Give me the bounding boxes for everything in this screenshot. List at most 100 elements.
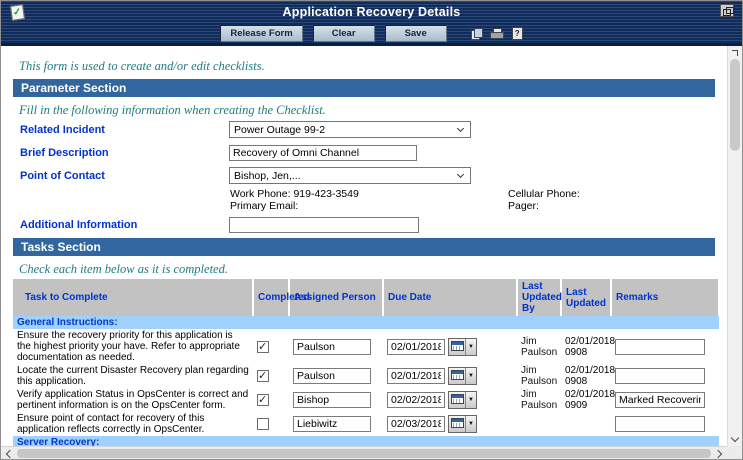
last-updated-by-cell: Jim Paulson — [521, 335, 558, 358]
brief-description-input[interactable] — [229, 145, 417, 161]
vertical-scrollbar-thumb[interactable] — [730, 59, 740, 151]
completed-checkbox[interactable] — [257, 393, 269, 406]
remarks-cell — [611, 388, 719, 412]
task-group-label: General Instructions: — [13, 316, 719, 329]
calendar-picker-button[interactable]: ▼ — [448, 367, 477, 385]
calendar-dropdown-arrow-icon: ▼ — [465, 416, 476, 432]
scroll-up-icon[interactable] — [732, 50, 738, 56]
help-icon[interactable]: ? — [511, 26, 523, 40]
brief-description-row: Brief Description — [13, 145, 727, 161]
scroll-right-icon[interactable] — [713, 449, 723, 459]
point-of-contact-select[interactable]: Bishop, Jen,... — [229, 167, 471, 184]
assigned-person-input[interactable] — [293, 392, 371, 408]
calendar-picker-button[interactable]: ▼ — [448, 415, 477, 433]
calendar-dropdown-arrow-icon: ▼ — [465, 392, 476, 408]
completed-checkbox[interactable] — [257, 369, 269, 382]
release-form-button[interactable]: Release Form — [220, 24, 303, 42]
assigned-person-input[interactable] — [293, 338, 371, 355]
related-incident-select[interactable]: Power Outage 99-2 — [229, 121, 471, 138]
task-description-cell: Verify application Status in OpsCenter i… — [17, 389, 249, 411]
print-icon[interactable] — [489, 28, 504, 39]
assigned-person-input[interactable] — [293, 416, 371, 432]
completed-checkbox[interactable] — [257, 340, 269, 353]
intro-note: This form is used to create and/or edit … — [19, 59, 265, 73]
due-date-input[interactable] — [387, 416, 445, 432]
restore-window-icon[interactable] — [720, 4, 734, 17]
contact-details: Work Phone: 919-423-3549 Primary Email: … — [230, 188, 727, 212]
remarks-cell — [611, 364, 719, 388]
due-date-cell: ▼ — [383, 388, 517, 412]
calendar-picker-button[interactable]: ▼ — [448, 391, 477, 409]
last-updated-cell — [561, 412, 611, 436]
remarks-cell — [611, 412, 719, 436]
completed-cell — [253, 388, 289, 412]
point-of-contact-value: Bishop, Jen,... — [234, 169, 301, 182]
task-group-row: General Instructions: — [13, 316, 719, 329]
remarks-input[interactable] — [615, 368, 705, 384]
header-assigned-person: Assigned Person — [289, 279, 384, 316]
last-updated-cell: 02/01/2018 0908 — [561, 329, 616, 364]
assigned-person-cell — [289, 329, 383, 364]
assigned-person-input[interactable] — [293, 368, 371, 384]
vertical-scrollbar[interactable] — [727, 46, 742, 446]
toolbar: Release Form Clear Save ? — [1, 23, 742, 43]
last-updated-date: 02/01/2018 — [565, 389, 616, 400]
parameter-section-note: Fill in the following information when c… — [19, 103, 326, 117]
scroll-down-icon[interactable] — [730, 433, 740, 443]
copy-icon[interactable] — [470, 27, 483, 40]
scrollbar-corner — [727, 446, 742, 459]
remarks-cell — [611, 329, 719, 364]
work-phone-value: 919-423-3549 — [293, 188, 359, 200]
remarks-input[interactable] — [615, 416, 705, 432]
tasks-section-header: Tasks Section — [13, 238, 715, 256]
tasks-table-header-row: Task to Complete Completed Assigned Pers… — [13, 279, 720, 316]
remarks-input[interactable] — [615, 392, 705, 408]
tasks-table-body: General Instructions: Ensure the recovery… — [13, 316, 719, 446]
chevron-down-icon — [456, 124, 465, 133]
completed-checkbox[interactable] — [257, 418, 269, 430]
related-incident-label: Related Incident — [20, 123, 105, 136]
completed-cell — [253, 329, 289, 364]
clear-button[interactable]: Clear — [312, 24, 375, 42]
horizontal-scrollbar-thumb[interactable] — [17, 449, 711, 458]
parameter-section-header: Parameter Section — [13, 79, 715, 97]
task-description-cell: Locate the current Disaster Recovery pla… — [17, 365, 249, 387]
completed-cell — [253, 412, 289, 436]
last-updated-time: 0908 — [565, 376, 588, 387]
due-date-input[interactable] — [387, 392, 445, 408]
scroll-left-icon[interactable] — [5, 449, 15, 459]
calendar-picker-button[interactable]: ▼ — [448, 337, 477, 356]
header-task-to-complete: Task to Complete — [13, 279, 254, 316]
task-group-row: Server Recovery: — [13, 436, 719, 446]
calendar-icon — [451, 418, 464, 428]
task-group-label: Server Recovery: — [13, 436, 719, 446]
additional-information-input[interactable] — [229, 217, 419, 233]
task-row: Verify application Status in OpsCenter i… — [13, 388, 719, 412]
last-updated-by-cell: Jim Paulson — [521, 365, 558, 387]
calendar-icon — [451, 370, 464, 380]
chevron-down-icon — [456, 170, 465, 179]
last-updated-time: 0908 — [565, 346, 588, 358]
calendar-icon — [451, 394, 464, 404]
related-incident-value: Power Outage 99-2 — [234, 123, 326, 136]
last-updated-by-cell — [517, 412, 561, 436]
brief-description-label: Brief Description — [20, 147, 109, 159]
calendar-icon — [451, 340, 464, 351]
calendar-dropdown-arrow-icon: ▼ — [465, 338, 476, 355]
remarks-input[interactable] — [615, 338, 705, 355]
due-date-input[interactable] — [387, 368, 445, 384]
point-of-contact-row: Point of Contact Bishop, Jen,... — [13, 167, 727, 184]
calendar-dropdown-arrow-icon: ▼ — [465, 368, 476, 384]
horizontal-scrollbar[interactable] — [1, 446, 727, 459]
form-content: This form is used to create and/or edit … — [1, 46, 727, 446]
cellular-phone-line: Cellular Phone: — [508, 188, 580, 200]
task-description-cell: Ensure point of contact for recovery of … — [17, 413, 205, 435]
task-description-cell: Ensure the recovery priority for this ap… — [17, 330, 240, 363]
last-updated-date: 02/01/2018 — [565, 335, 616, 347]
due-date-input[interactable] — [387, 338, 445, 355]
header-last-updated: Last Updated — [561, 279, 612, 316]
window-title: Application Recovery Details — [282, 5, 461, 19]
due-date-cell: ▼ — [383, 329, 517, 364]
save-button[interactable]: Save — [384, 24, 447, 42]
